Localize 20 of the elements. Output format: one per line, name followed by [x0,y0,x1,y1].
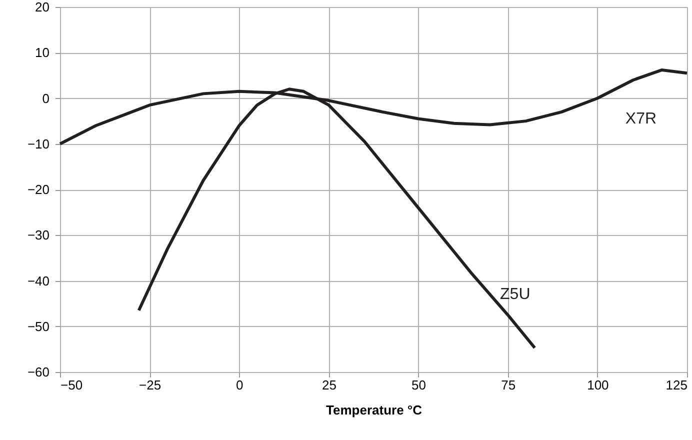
y-tick-label: −50 [27,318,50,334]
y-tick-label: 10 [35,45,50,60]
y-tick-label: −20 [27,182,50,197]
x-tick-label: 25 [322,378,336,392]
x-tick-label: 100 [587,378,609,392]
y-tick-label: 0 [42,90,50,106]
y-tick-label: 20 [35,0,50,14]
y-tick-label: −30 [27,228,50,243]
y-tick-label: −60 [27,364,50,380]
x-tick-label: 75 [501,378,516,392]
x-tick-label: 125 [666,378,688,392]
x-tick-label: −25 [139,378,162,392]
series-label: Z5U [500,286,530,303]
x-axis-title: Temperature °C [326,402,423,418]
series-label: X7R [625,110,657,128]
y-tick-label: −10 [27,136,50,152]
x-tick-label: −50 [60,378,83,392]
x-tick-label: 0 [236,378,244,392]
x-tick-label: 50 [412,378,426,392]
y-tick-label: −40 [27,273,50,288]
